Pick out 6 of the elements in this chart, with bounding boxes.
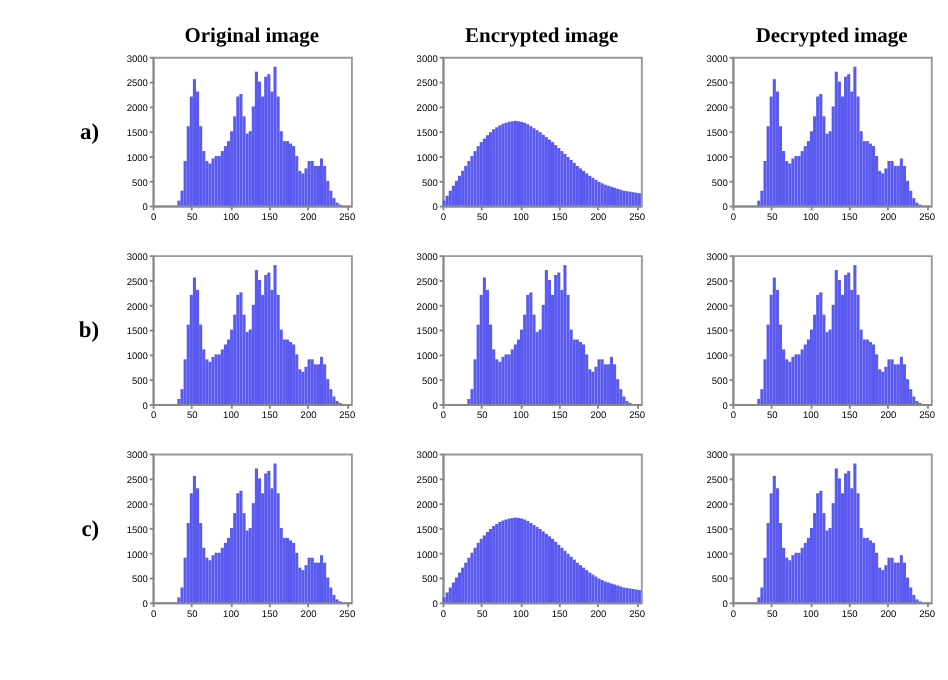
text: b) bbox=[78, 319, 100, 344]
text: a) bbox=[80, 120, 100, 145]
text: c) bbox=[81, 517, 100, 542]
chart-title: Encrypted image bbox=[465, 25, 619, 48]
chart-title: Decrypted image bbox=[755, 25, 909, 48]
chart-title: Original image bbox=[184, 25, 320, 48]
